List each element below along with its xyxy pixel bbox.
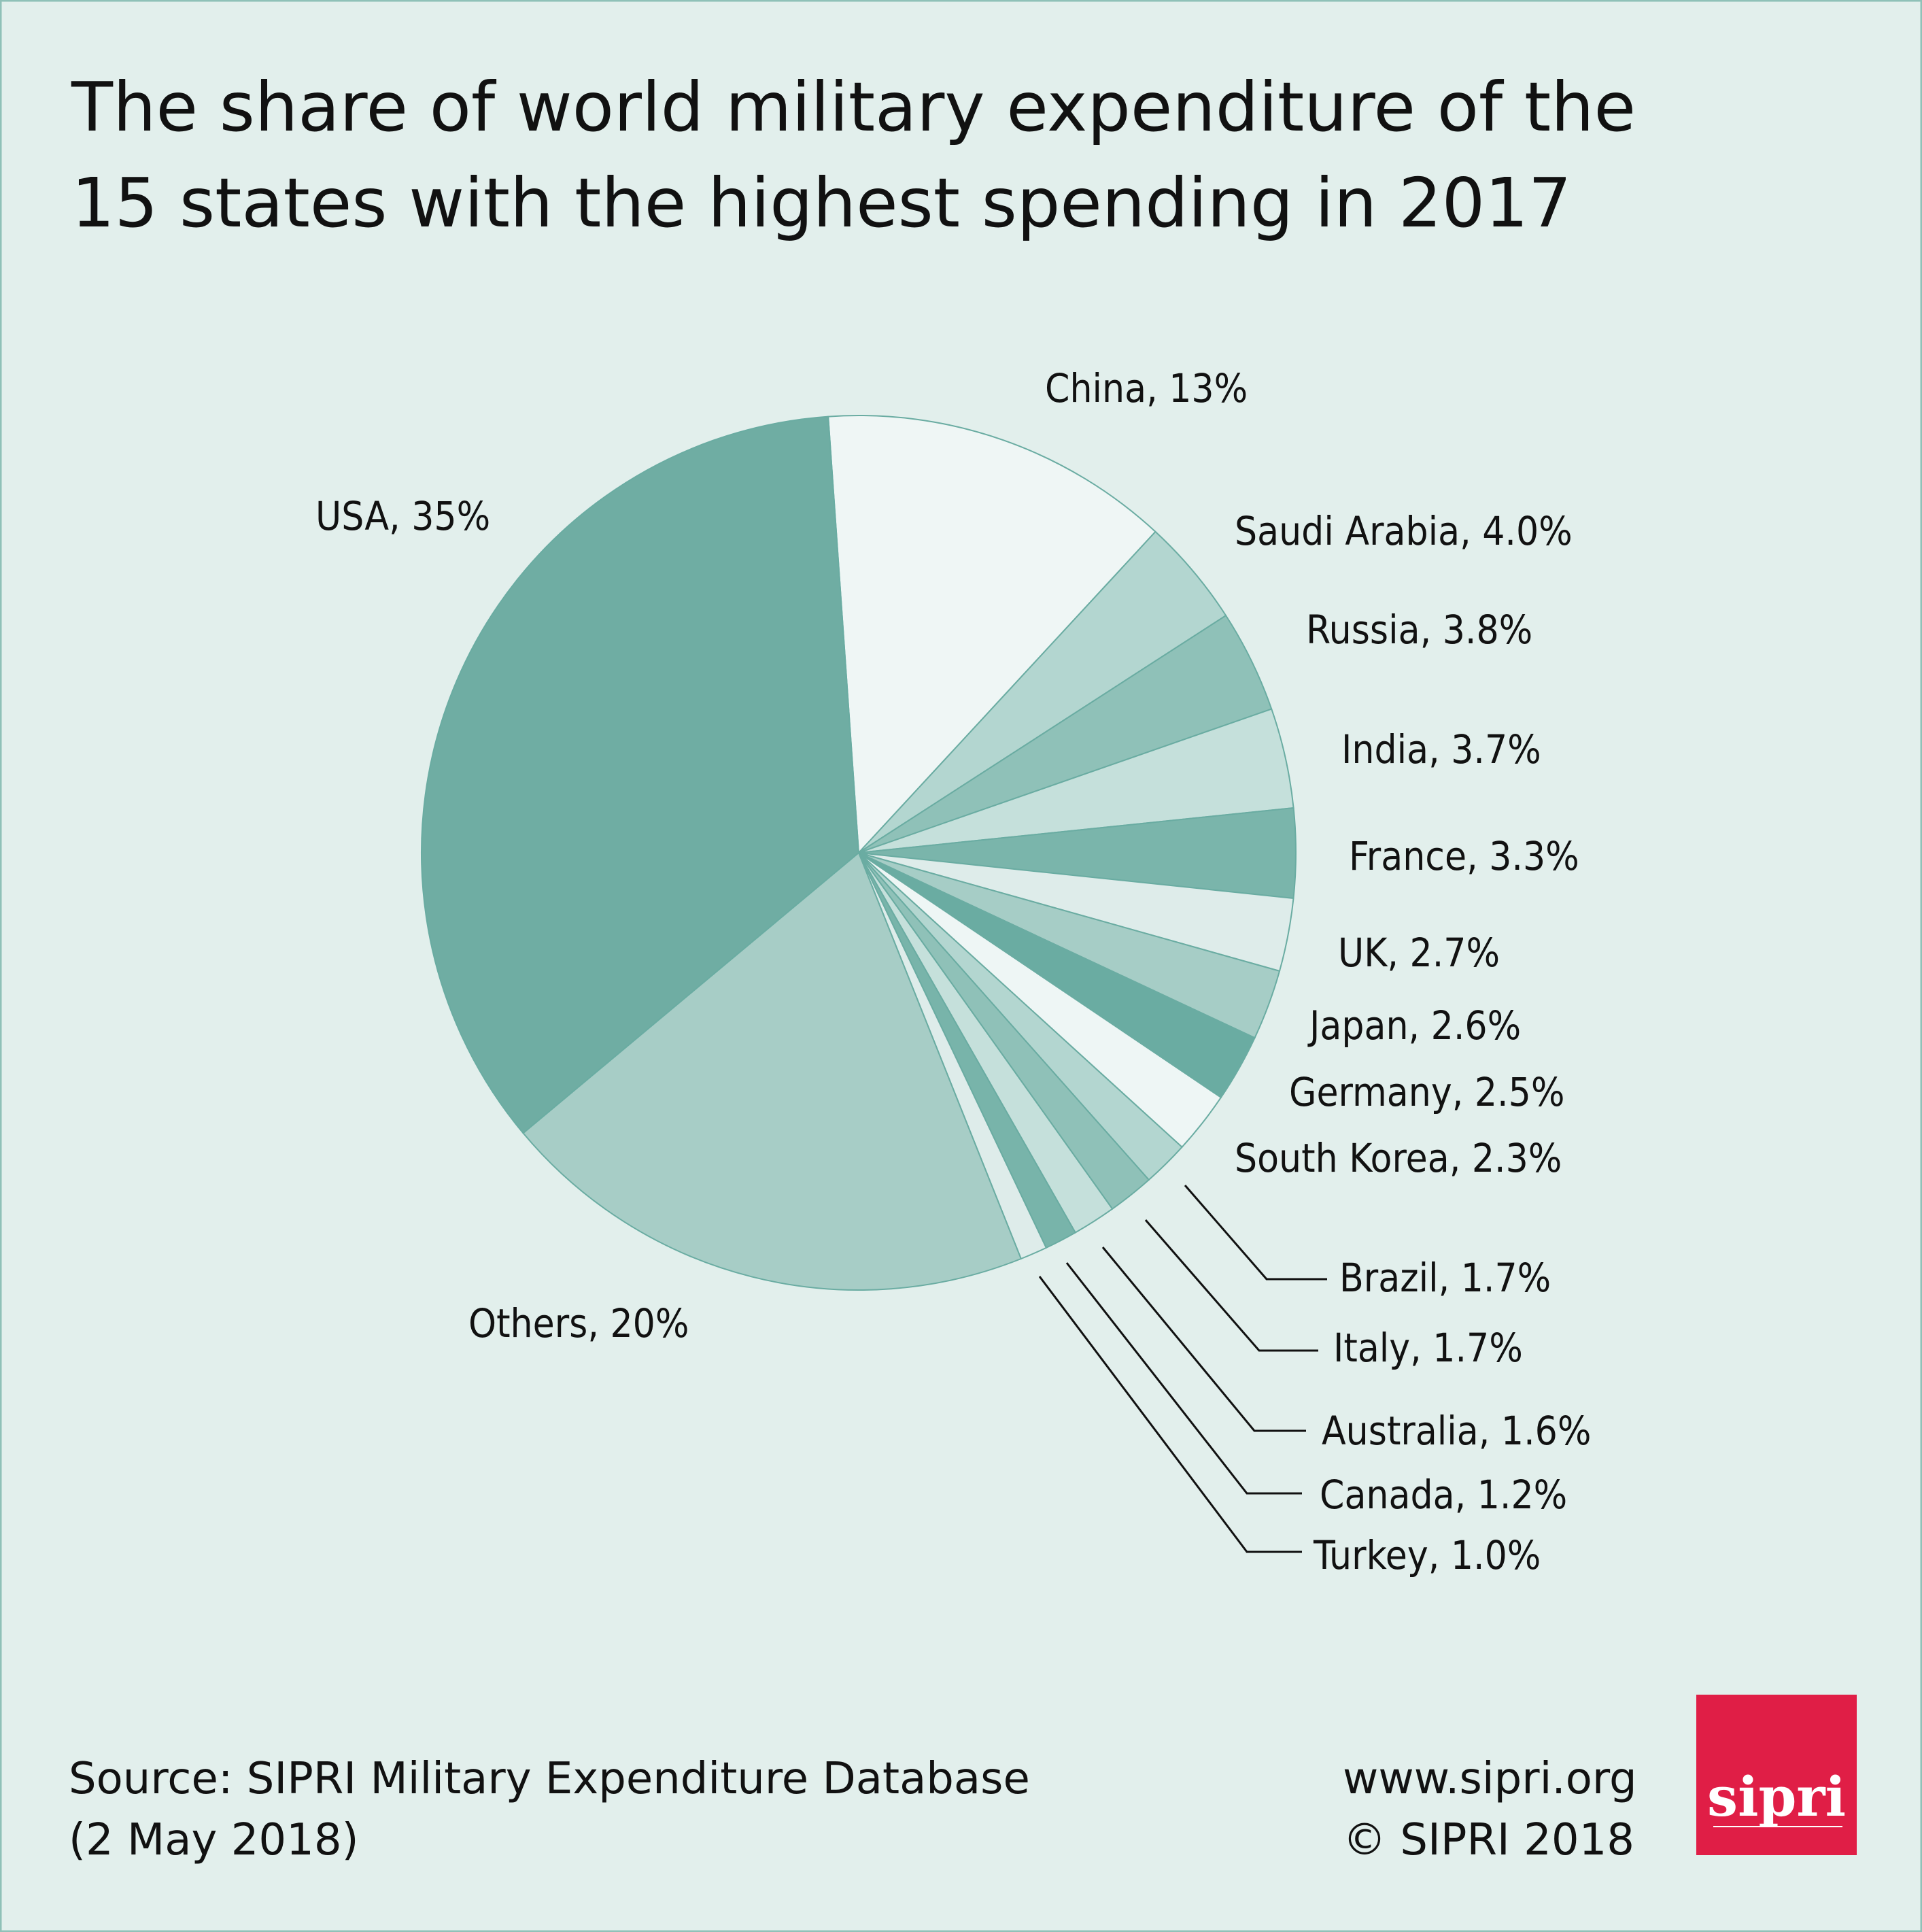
slice-label-south-korea: South Korea, 2.3% [1235, 1135, 1562, 1181]
slice-label-france: France, 3.3% [1349, 833, 1579, 879]
sipri-logo: sipri [1696, 1695, 1857, 1855]
slice-label-china: China, 13% [1045, 365, 1248, 411]
slice-label-usa: USA, 35% [315, 493, 490, 539]
leader-line-brazil [1184, 1185, 1327, 1281]
slice-label-australia: Australia, 1.6% [1322, 1408, 1591, 1454]
pie-slice-usa [421, 416, 860, 1134]
slice-label-saudi-arabia: Saudi Arabia, 4.0% [1235, 508, 1573, 554]
leader-line-italy [1144, 1219, 1318, 1352]
slice-label-brazil: Brazil, 1.7% [1339, 1255, 1551, 1301]
slice-label-uk: UK, 2.7% [1338, 930, 1500, 976]
source-line1: Source: SIPRI Military Expenditure Datab… [69, 1754, 1030, 1804]
slice-label-japan: Japan, 2.6% [1307, 1002, 1521, 1049]
leader-line-australia [1101, 1247, 1306, 1432]
slice-label-russia: Russia, 3.8% [1306, 607, 1532, 653]
pie-slice-china [827, 415, 1156, 855]
slice-label-others: Others, 20% [468, 1300, 689, 1346]
leader-line-canada [1065, 1262, 1302, 1495]
pie-slice-others [522, 851, 1023, 1291]
copyright: © SIPRI 2018 [1343, 1815, 1634, 1865]
chart-title-line2: 15 states with the highest spending in 2… [71, 163, 1572, 243]
pie-slices [421, 415, 1297, 1291]
leader-line-turkey [1038, 1276, 1302, 1553]
slice-label-india: India, 3.7% [1341, 726, 1541, 773]
chart-title-line1: The share of world military expenditure … [71, 67, 1636, 147]
slice-labels: China, 13% Saudi Arabia, 4.0% Russia, 3.8%… [315, 365, 1591, 1578]
slice-label-canada: Canada, 1.2% [1320, 1472, 1567, 1518]
slice-label-turkey: Turkey, 1.0% [1313, 1532, 1541, 1578]
leader-lines [1038, 1185, 1327, 1553]
source-line2: (2 May 2018) [69, 1815, 359, 1865]
slice-label-italy: Italy, 1.7% [1333, 1325, 1523, 1371]
svg-text:sipri: sipri [1707, 1765, 1846, 1829]
website-link[interactable]: www.sipri.org [1343, 1754, 1637, 1804]
slice-label-germany: Germany, 2.5% [1289, 1069, 1564, 1115]
